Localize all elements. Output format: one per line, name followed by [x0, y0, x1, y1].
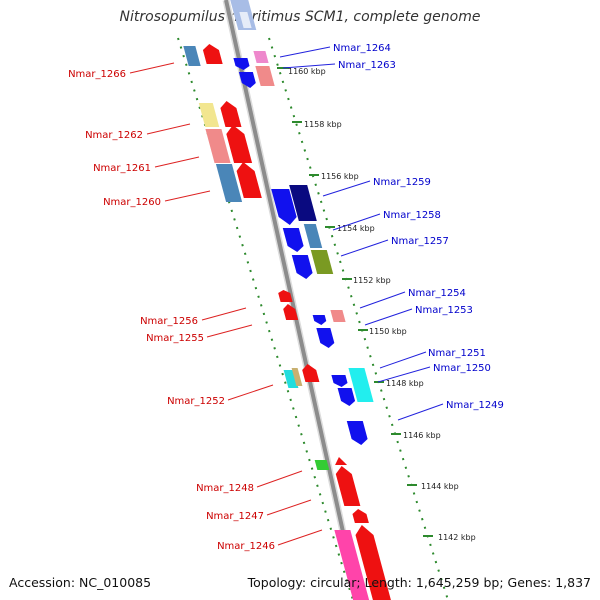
gene-label[interactable]: Nmar_1252 [167, 396, 225, 407]
gene-label[interactable]: Nmar_1250 [433, 363, 491, 374]
gene-arrow[interactable] [337, 388, 357, 406]
gene-arrow[interactable] [201, 44, 223, 64]
gene-arrow[interactable] [282, 304, 299, 320]
gene-label[interactable]: Nmar_1249 [446, 400, 504, 411]
gene-block[interactable] [291, 368, 303, 386]
gene-block[interactable] [253, 51, 269, 63]
gene-label[interactable]: Nmar_1255 [146, 333, 204, 344]
leader-line [397, 403, 444, 421]
gene-arrow[interactable] [301, 364, 320, 382]
gene-label[interactable]: Nmar_1260 [103, 197, 161, 208]
tick-label: 1152 kbp [353, 276, 391, 285]
leader-line [164, 190, 211, 202]
tick-label: 1160 kbp [288, 67, 326, 76]
tick-label: 1150 kbp [369, 327, 407, 336]
gene-block[interactable] [314, 460, 330, 470]
leader-line [279, 46, 331, 58]
leader-line [129, 62, 175, 74]
gene-block[interactable] [334, 530, 370, 600]
gene-block[interactable] [289, 185, 317, 221]
tick-label: 1144 kbp [421, 482, 459, 491]
map-title: Nitrosopumilus maritimus SCM1, complete … [119, 9, 481, 25]
gene-label[interactable]: Nmar_1259 [373, 177, 431, 188]
gene-arrow[interactable] [346, 421, 369, 445]
gene-arrow[interactable] [271, 189, 299, 225]
gene-label[interactable]: Nmar_1248 [196, 483, 254, 494]
leader-line [256, 470, 303, 488]
leader-lines [129, 46, 444, 546]
gene-arrow[interactable] [316, 328, 335, 348]
leader-line [340, 239, 389, 257]
gene-arrow[interactable] [353, 525, 392, 600]
leader-line [332, 213, 381, 231]
gene-arrow[interactable] [331, 375, 348, 387]
tick-label: 1156 kbp [321, 172, 359, 181]
gene-label[interactable]: Nmar_1251 [428, 348, 486, 359]
accession-text: Accession: NC_010085 [9, 575, 152, 590]
tick-label: 1158 kbp [304, 120, 342, 129]
gene-label[interactable]: Nmar_1262 [85, 130, 143, 141]
gene-arrow[interactable] [233, 58, 250, 70]
gene-arrow[interactable] [277, 290, 293, 302]
gene-label[interactable]: Nmar_1266 [68, 69, 126, 80]
leader-line [146, 123, 191, 135]
gene-arrow[interactable] [224, 125, 253, 163]
leader-line [266, 499, 312, 516]
tick-label: 1142 kbp [438, 533, 476, 542]
gene-label[interactable]: Nmar_1261 [93, 163, 151, 174]
gene-block[interactable] [239, 12, 252, 28]
ticks: 1160 kbp 1158 kbp 1156 kbp 1154 kbp 1152… [277, 67, 476, 542]
leader-line [282, 63, 336, 69]
gene-block[interactable] [215, 164, 243, 202]
leader-line [359, 291, 406, 309]
gene-label[interactable]: Nmar_1253 [415, 305, 473, 316]
leader-line [154, 156, 200, 168]
gene-arrow[interactable] [334, 466, 361, 506]
gene-block[interactable] [348, 368, 374, 402]
tick-label: 1148 kbp [386, 379, 424, 388]
gene-block[interactable] [310, 250, 334, 274]
leader-line [322, 180, 371, 197]
leader-line [227, 384, 274, 401]
gene-block[interactable] [303, 224, 323, 248]
reverse-strand-genes [183, 44, 392, 600]
tick-label: 1146 kbp [403, 431, 441, 440]
forward-strand-genes [229, 0, 374, 445]
gene-arrow[interactable] [291, 255, 314, 279]
gene-arrow[interactable] [238, 72, 257, 88]
gene-block[interactable] [205, 129, 231, 163]
gene-label[interactable]: Nmar_1254 [408, 288, 466, 299]
gene-block[interactable] [330, 310, 346, 322]
gene-label[interactable]: Nmar_1263 [338, 60, 396, 71]
leader-line [377, 366, 431, 383]
gene-label[interactable]: Nmar_1246 [217, 541, 275, 552]
leader-line [277, 529, 323, 546]
gene-arrow[interactable] [219, 101, 242, 127]
gene-block[interactable] [198, 103, 220, 127]
tick-label: 1154 kbp [337, 224, 375, 233]
leader-line [206, 324, 253, 338]
gene-label[interactable]: Nmar_1257 [391, 236, 449, 247]
gene-label[interactable]: Nmar_1258 [383, 210, 441, 221]
leader-line [201, 307, 247, 321]
gene-arrow[interactable] [351, 509, 369, 523]
gene-arrow[interactable] [333, 457, 348, 465]
gene-label[interactable]: Nmar_1256 [140, 316, 198, 327]
genome-summary: Topology: circular; Length: 1,645,259 bp… [247, 575, 591, 590]
gene-block[interactable] [183, 46, 201, 66]
gene-arrow[interactable] [312, 315, 328, 325]
leader-line [364, 308, 413, 326]
gene-label[interactable]: Nmar_1264 [333, 43, 391, 54]
gene-arrow[interactable] [234, 162, 262, 198]
gene-arrow[interactable] [282, 228, 305, 252]
gene-block[interactable] [255, 66, 275, 86]
leader-line [379, 351, 427, 369]
gene-labels: Nmar_1264 Nmar_1263 Nmar_1266 Nmar_1262 … [68, 43, 504, 552]
gene-label[interactable]: Nmar_1247 [206, 511, 264, 522]
